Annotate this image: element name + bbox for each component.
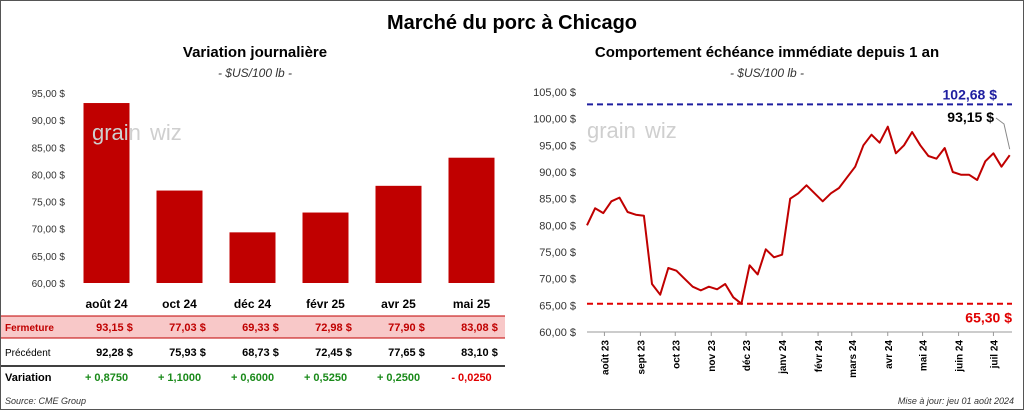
high-label: 102,68 $ <box>943 86 998 102</box>
x-tick-label: avr 25 <box>381 297 416 311</box>
last-price-label: 93,15 $ <box>947 109 994 125</box>
left-chart-title: Variation journalière <box>182 44 328 61</box>
right-chart-title: Comportement échéance immédiate depuis 1… <box>594 44 940 61</box>
x-tick-label: mai 25 <box>453 297 491 311</box>
y-tick-label: 80,00 $ <box>539 220 576 232</box>
y-tick-label: 90,00 $ <box>539 167 576 179</box>
table-cell: - 0,0250 <box>451 372 491 384</box>
page-title: Marché du porc à Chicago <box>386 12 638 34</box>
y-tick-label: 95,00 $ <box>32 89 66 100</box>
table-cell: 77,90 $ <box>388 322 425 334</box>
y-tick-label: 70,00 $ <box>32 225 66 236</box>
table-cell: 77,65 $ <box>388 347 425 359</box>
table-cell: 68,73 $ <box>242 347 279 359</box>
table-cell: 92,28 $ <box>96 347 133 359</box>
bar-1 <box>156 190 203 283</box>
x-tick-label: oct 24 <box>162 297 197 311</box>
y-tick-label: 65,00 $ <box>539 300 576 312</box>
left-chart-unit: - $US/100 lb - <box>217 66 293 80</box>
x-tick-label: oct 23 <box>671 340 682 369</box>
table-row-label: Fermeture <box>5 323 54 334</box>
x-tick-label: août 24 <box>85 297 127 311</box>
watermark-logo: wiz <box>644 118 677 143</box>
y-tick-label: 80,00 $ <box>32 170 66 181</box>
y-tick-label: 75,00 $ <box>32 198 66 209</box>
update-note: Mise à jour: jeu 01 août 2024 <box>897 396 1014 406</box>
table-cell: 75,93 $ <box>169 347 206 359</box>
fermeture-row-bg <box>1 316 505 338</box>
table-cell: 72,98 $ <box>315 322 352 334</box>
x-tick-label: juil 24 <box>989 340 1000 370</box>
x-tick-label: nov 23 <box>707 340 718 372</box>
watermark-logo: grain <box>587 118 636 143</box>
y-tick-label: 60,00 $ <box>539 327 576 339</box>
table-cell: + 0,8750 <box>85 372 128 384</box>
y-tick-label: 105,00 $ <box>533 87 576 99</box>
source-note: Source: CME Group <box>5 396 87 406</box>
y-tick-label: 85,00 $ <box>32 143 66 154</box>
table-cell: 77,03 $ <box>169 322 206 334</box>
table-row-label: Variation <box>5 372 52 384</box>
y-tick-label: 90,00 $ <box>32 116 66 127</box>
y-tick-label: 95,00 $ <box>539 140 576 152</box>
table-cell: + 0,2500 <box>377 372 420 384</box>
last-price-leader <box>995 117 1011 150</box>
x-tick-label: févr 24 <box>814 340 825 373</box>
y-tick-label: 70,00 $ <box>539 274 576 286</box>
x-tick-label: sept 23 <box>636 340 647 375</box>
x-tick-label: juin 24 <box>955 340 966 373</box>
bar-4 <box>375 185 422 283</box>
table-row-label: Précédent <box>5 348 51 359</box>
x-tick-label: août 23 <box>600 340 611 375</box>
low-label: 65,30 $ <box>965 310 1012 326</box>
bar-3 <box>302 212 349 283</box>
right-chart-unit: - $US/100 lb - <box>729 66 805 80</box>
x-tick-label: avr 24 <box>884 340 895 369</box>
table-cell: 93,15 $ <box>96 322 133 334</box>
bar-chart: 60,00 $ 65,00 $ 70,00 $ 75,00 $ 80,00 $ 85,00… <box>1 89 505 384</box>
x-tick-label: févr 25 <box>306 297 345 311</box>
bar-0 <box>83 103 130 284</box>
table-cell: + 0,6000 <box>231 372 274 384</box>
x-tick-label: mai 24 <box>919 340 930 372</box>
y-tick-label: 75,00 $ <box>539 247 576 259</box>
y-tick-label: 85,00 $ <box>539 194 576 206</box>
price-line <box>586 125 1011 305</box>
line-chart: 60,00 $ 65,00 $ 70,00 $ 75,00 $ 80,00 $ 85,00… <box>533 86 1012 378</box>
x-tick-label: mars 24 <box>848 340 859 378</box>
table-cell: + 1,1000 <box>158 372 201 384</box>
x-tick-label: déc 23 <box>742 340 753 372</box>
y-tick-label: 60,00 $ <box>32 279 66 290</box>
y-tick-label: 100,00 $ <box>533 114 576 126</box>
table-cell: 72,45 $ <box>315 347 352 359</box>
x-tick-label: janv 24 <box>778 340 789 375</box>
watermark-logo: wiz <box>149 120 182 145</box>
x-tick-label: déc 24 <box>234 297 272 311</box>
table-cell: 83,10 $ <box>461 347 498 359</box>
y-tick-label: 65,00 $ <box>32 252 66 263</box>
table-cell: 69,33 $ <box>242 322 279 334</box>
table-cell: 83,08 $ <box>461 322 498 334</box>
bar-2 <box>229 232 276 283</box>
bar-5 <box>448 157 495 283</box>
table-cell: + 0,5250 <box>304 372 347 384</box>
watermark-logo: grain <box>92 120 141 145</box>
